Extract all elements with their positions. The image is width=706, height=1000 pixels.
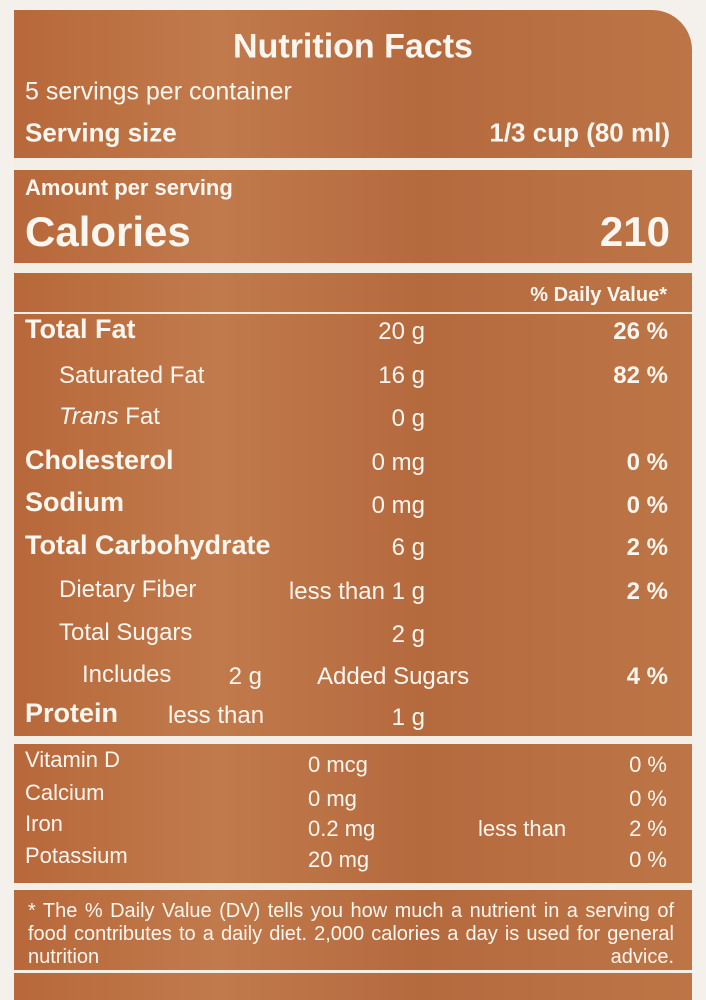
rule [14,312,692,314]
nutrient-qualifier: less than [168,701,265,729]
vitamin-amount: 0 mcg [308,751,368,777]
nutrient-dv: 26 % [613,317,668,345]
thick-rule [14,263,692,273]
nutrient-amount: 0 g [391,404,425,432]
nutrient-amount: 6 g [391,533,425,561]
vitamin-dv: 0 % [629,785,667,811]
nutrient-dv: 2 % [626,577,668,605]
vitamin-name: Calcium [25,779,105,805]
nutrient-dv: 4 % [626,662,668,690]
nutrient-name: Sodium [25,487,124,518]
footnote: * The % Daily Value (DV) tells you how m… [28,900,674,968]
nutrient-dv: 0 % [626,448,668,476]
nutrient-amount: 0 mg [371,448,425,476]
vitamin-amount: 20 mg [308,846,370,872]
nutrient-amount: 1 g [391,703,425,731]
vitamin-name: Vitamin D [25,746,120,772]
calories-value: 210 [599,207,670,255]
vitamin-name: Iron [25,810,63,836]
title: Nutrition Facts [233,27,473,66]
nutrition-label: Nutrition Facts 5 servings per container… [14,10,692,1000]
nutrient-dv: 82 % [613,361,668,389]
nutrient-amount: 2 g [228,662,262,690]
nutrient-name: Protein [25,698,119,729]
vitamin-amount: 0 mg [308,785,357,811]
nutrient-amount: 16 g [378,361,425,389]
serving-size-label: Serving size [25,117,177,148]
rule [14,970,692,973]
servings: 5 servings per container [25,77,292,106]
nutrient-name: Dietary Fiber [59,575,197,603]
vitamin-qualifier: less than [478,815,567,841]
thick-rule [14,158,692,170]
nutrient-amount: 20 g [378,317,425,345]
amount-label: Amount per serving [25,174,233,200]
thick-rule [14,883,692,890]
nutrient-name: Total Carbohydrate [25,530,271,561]
vitamin-dv: 0 % [629,846,667,872]
nutrient-amount: 2 g [391,620,425,648]
serving-size: 1/3 cup (80 ml) [489,117,670,148]
calories-label: Calories [25,207,191,255]
vitamin-dv: 0 % [629,751,667,777]
nutrient-name: Includes [82,660,172,688]
nutrient-name: Saturated Fat [59,361,205,389]
thick-rule [14,736,692,744]
dv-header: % Daily Value* [530,284,667,306]
nutrient-name-after: Added Sugars [317,662,470,690]
nutrient-dv: 0 % [626,491,668,519]
name: Fat [125,402,160,430]
nutrient-amount: less than 1 g [288,577,425,605]
nutrient-dv: 2 % [626,533,668,561]
italic-name: Trans [59,402,119,430]
nutrient-name: Total Sugars [59,618,193,646]
nutrient-name: Total Fat [25,314,136,345]
vitamin-amount: 0.2 mg [308,815,376,841]
nutrient-name: Cholesterol [25,445,174,476]
vitamin-dv: 2 % [629,815,667,841]
nutrient-name: Trans Fat [59,402,160,430]
vitamin-name: Potassium [25,842,128,868]
nutrient-amount: 0 mg [371,491,425,519]
